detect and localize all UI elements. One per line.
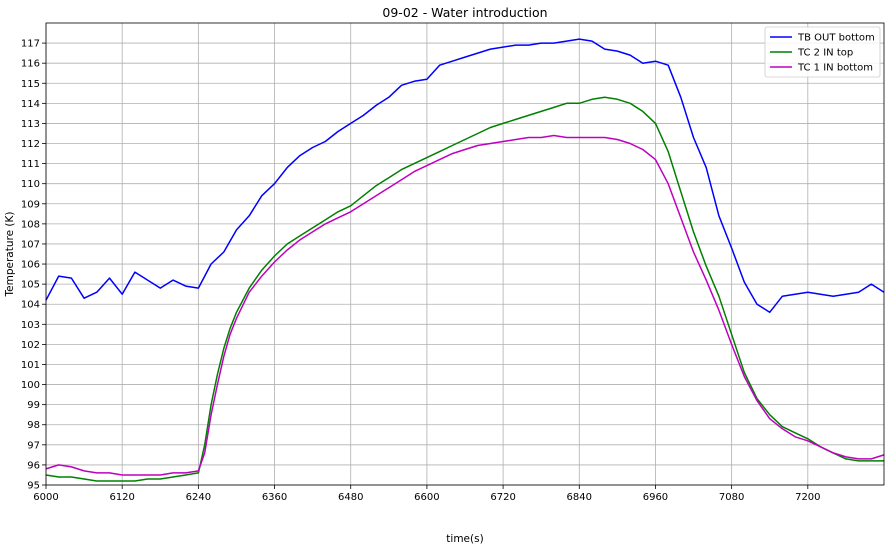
series-line-tb-out-bottom bbox=[45, 38, 885, 314]
y-tick-label: 95 bbox=[27, 481, 40, 492]
y-tick-label: 96 bbox=[27, 460, 40, 471]
x-axis-title: time(s) bbox=[446, 533, 483, 545]
x-tick-label: 7080 bbox=[719, 492, 744, 503]
y-tick-label: 112 bbox=[21, 139, 40, 150]
y-tick-label: 116 bbox=[21, 59, 40, 70]
y-tick-label: 106 bbox=[21, 260, 40, 271]
y-tick-label: 97 bbox=[27, 440, 40, 451]
y-tick-label: 117 bbox=[21, 39, 40, 50]
plot-frame bbox=[45, 22, 885, 486]
chart-title: 09-02 - Water introduction bbox=[382, 5, 547, 20]
legend-label: TC 1 IN bottom bbox=[797, 63, 873, 74]
x-axis-ticks: 6000 6120 6240 6360 6480 6600 6720 6840 6960 7080… bbox=[33, 485, 821, 503]
x-tick-label: 6480 bbox=[338, 492, 363, 503]
x-tick-label: 6360 bbox=[262, 492, 287, 503]
x-tick-label: 6840 bbox=[567, 492, 592, 503]
legend: TB OUT bottom TC 2 IN top TC 1 IN bottom bbox=[764, 26, 881, 78]
y-tick-label: 109 bbox=[21, 199, 40, 210]
y-tick-label: 108 bbox=[21, 219, 40, 230]
y-tick-label: 105 bbox=[21, 280, 40, 291]
x-tick-label: 7200 bbox=[795, 492, 820, 503]
legend-box bbox=[764, 26, 881, 78]
y-tick-label: 113 bbox=[21, 119, 40, 130]
y-tick-label: 114 bbox=[21, 99, 40, 110]
y-axis-ticks: 95 96 97 98 99 100 101 102 103 104 105 106 107 108 109… bbox=[21, 39, 46, 492]
x-tick-label: 6600 bbox=[414, 492, 439, 503]
y-tick-label: 98 bbox=[27, 420, 40, 431]
y-axis-title: Temperature (K) bbox=[4, 212, 16, 298]
y-tick-label: 110 bbox=[21, 179, 40, 190]
legend-label: TB OUT bottom bbox=[797, 33, 875, 44]
grid-lines bbox=[45, 23, 884, 486]
y-tick-label: 111 bbox=[21, 159, 40, 170]
y-tick-label: 100 bbox=[21, 380, 40, 391]
x-tick-label: 6000 bbox=[33, 492, 58, 503]
series-line-tc-2-in-top bbox=[45, 96, 884, 482]
y-tick-label: 107 bbox=[21, 239, 40, 250]
y-tick-label: 104 bbox=[21, 300, 40, 311]
y-tick-label: 115 bbox=[21, 79, 40, 90]
x-tick-label: 6720 bbox=[490, 492, 515, 503]
y-tick-label: 103 bbox=[21, 320, 40, 331]
y-tick-label: 101 bbox=[21, 360, 40, 371]
series-line-tc-1-in-bottom bbox=[45, 134, 885, 476]
x-tick-label: 6120 bbox=[109, 492, 134, 503]
y-tick-label: 102 bbox=[21, 340, 40, 351]
series-lines bbox=[45, 38, 885, 482]
x-tick-label: 6960 bbox=[643, 492, 668, 503]
x-tick-label: 6240 bbox=[186, 492, 211, 503]
legend-label: TC 2 IN top bbox=[797, 48, 853, 59]
y-tick-label: 99 bbox=[27, 400, 40, 411]
